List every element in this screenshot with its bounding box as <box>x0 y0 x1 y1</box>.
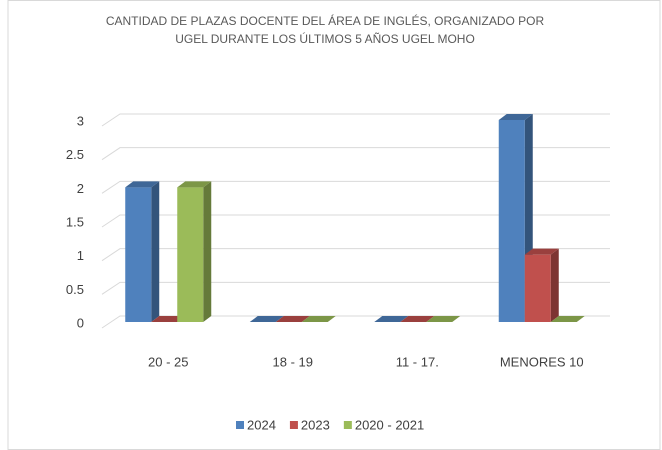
bar-top <box>177 181 212 188</box>
bar-top <box>275 316 310 322</box>
bar-side <box>550 248 559 322</box>
bar <box>125 187 152 322</box>
x-tick-label: 11 - 17. <box>396 354 439 369</box>
legend-swatch <box>343 421 352 429</box>
y-tick-label: 1.5 <box>66 214 84 229</box>
chart-title: CANTIDAD DE PLAZAS DOCENTE DEL ÁREA DE I… <box>105 14 545 46</box>
bar-top <box>524 248 559 255</box>
grid-line <box>101 147 610 161</box>
grid-line <box>101 214 610 228</box>
bar-top <box>498 114 533 120</box>
legend-label: 2024 <box>247 417 276 432</box>
bar <box>177 187 204 322</box>
x-tick-label: 20 - 25 <box>148 354 188 369</box>
legend-swatch <box>289 421 298 429</box>
grid-line <box>101 248 610 262</box>
bar-top <box>249 316 284 322</box>
bar-top <box>125 181 160 188</box>
y-tick-label: 1 <box>77 248 84 263</box>
bar-top <box>151 316 186 322</box>
bar <box>498 120 525 322</box>
legend-label: 2023 <box>301 417 330 432</box>
y-tick-label: 2.5 <box>66 147 84 162</box>
y-tick-label: 2 <box>77 181 84 196</box>
bar-top <box>426 316 461 322</box>
bar <box>524 254 551 322</box>
y-tick-label: 3 <box>77 113 84 128</box>
grid-line <box>101 281 610 295</box>
grid-line <box>101 113 610 127</box>
y-tick-label: 0.5 <box>66 282 84 297</box>
y-tick-label: 0 <box>77 315 84 330</box>
legend-label: 2020 - 2021 <box>355 417 424 432</box>
x-tick-label: 18 - 19 <box>273 354 313 369</box>
grid-line <box>101 180 610 194</box>
bar-top <box>374 316 409 322</box>
bar-side <box>151 181 160 322</box>
legend-swatch <box>236 421 244 429</box>
bar-top <box>400 316 435 322</box>
bar-top <box>301 316 336 322</box>
bar-side <box>203 181 212 322</box>
x-tick-label: MENORES 10 <box>500 354 584 369</box>
bar-top <box>550 316 585 322</box>
